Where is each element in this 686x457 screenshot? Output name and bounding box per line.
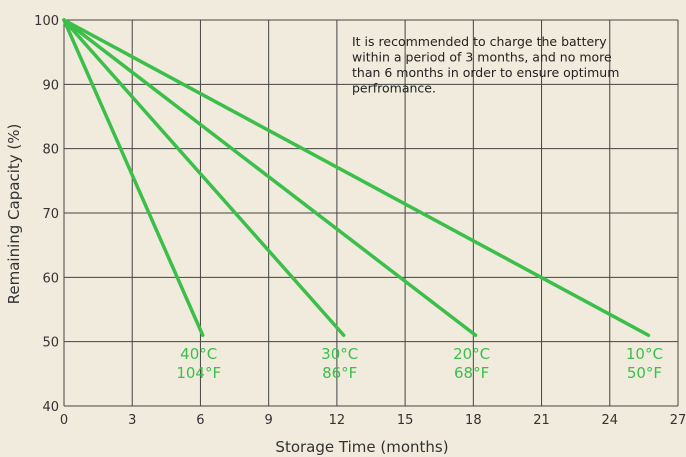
x-tick-label: 24 — [602, 413, 619, 428]
series-label-celsius: 40°C — [180, 345, 217, 363]
y-tick-label: 70 — [42, 207, 59, 222]
series-label-celsius: 20°C — [453, 345, 490, 363]
series-lines — [62, 18, 651, 337]
series-line — [62, 18, 346, 337]
y-tick-label: 100 — [34, 14, 59, 29]
y-tick-label: 50 — [42, 336, 59, 351]
x-tick-label: 12 — [329, 413, 346, 428]
x-tick-label: 21 — [533, 413, 550, 428]
x-tick-label: 15 — [397, 413, 414, 428]
y-tick-label: 40 — [42, 400, 59, 415]
x-tick-label: 27 — [670, 413, 686, 428]
series-label-celsius: 10°C — [626, 345, 663, 363]
series-line — [62, 18, 651, 337]
y-tick-label: 90 — [42, 78, 59, 93]
x-tick-label: 6 — [196, 413, 204, 428]
grid — [63, 19, 679, 407]
tick-labels: 0 3 6 9 12 15 18 21 24 27 40 50 60 70 80 90 100 — [34, 14, 686, 428]
x-tick-label: 3 — [128, 413, 136, 428]
series-label-celsius: 30°C — [321, 345, 358, 363]
series-line — [62, 18, 205, 337]
y-tick-label: 80 — [42, 143, 59, 158]
y-axis-title: Remaining Capacity (%) — [5, 124, 23, 305]
series-line — [62, 18, 478, 337]
y-tick-label: 60 — [42, 271, 59, 286]
series-label-fahrenheit: 104°F — [176, 364, 221, 382]
x-tick-label: 18 — [465, 413, 482, 428]
recommendation-note: It is recommended to charge the battery w… — [352, 34, 619, 96]
series-label-fahrenheit: 86°F — [322, 364, 357, 382]
series-label-fahrenheit: 68°F — [454, 364, 489, 382]
x-tick-label: 0 — [60, 413, 68, 428]
x-tick-label: 9 — [265, 413, 273, 428]
series-label-fahrenheit: 50°F — [627, 364, 662, 382]
x-axis-title: Storage Time (months) — [275, 438, 448, 456]
